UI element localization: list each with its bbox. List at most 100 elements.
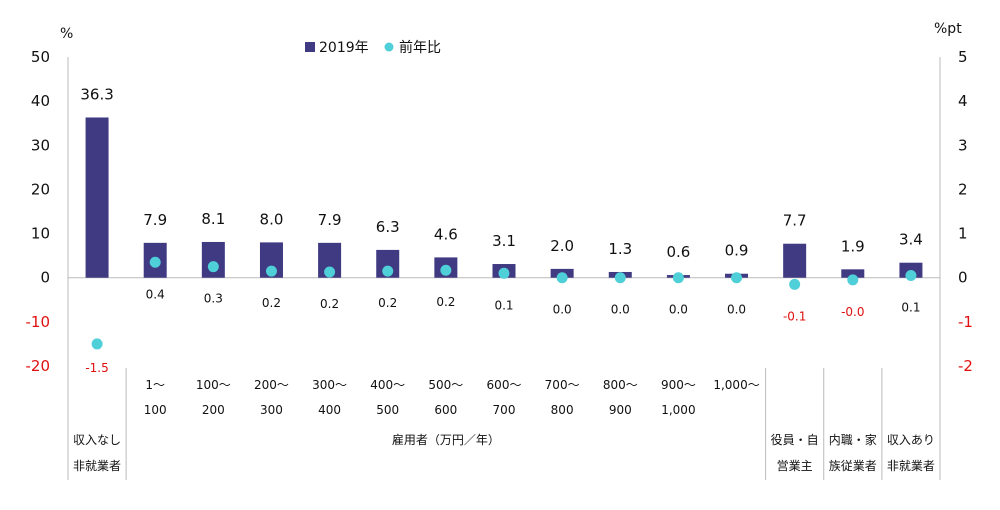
yoy-value-label: 0.0	[669, 303, 688, 317]
left-tick-label: -20	[26, 357, 51, 375]
bar	[259, 242, 283, 278]
left-axis-unit: %	[60, 26, 73, 42]
right-tick-label: 2	[958, 180, 968, 198]
right-tick-label: -1	[958, 313, 973, 331]
yoy-point	[731, 272, 743, 284]
right-tick-label: 0	[958, 269, 968, 287]
category-label-top: 1,000～	[713, 378, 759, 392]
category-label-bottom: 900	[609, 403, 632, 417]
left-tick-label: 50	[31, 48, 50, 66]
left-tick-label: 20	[31, 180, 50, 198]
legend-dot-swatch	[384, 42, 394, 52]
left-tick-label: 10	[31, 225, 50, 243]
right-axis: 5 4 3 2 1 0 -1 -2	[958, 48, 973, 375]
yoy-point	[382, 265, 394, 277]
yoy-point	[324, 266, 336, 278]
yoy-value-label: 0.2	[320, 297, 339, 311]
category-label-top: 900～	[661, 378, 696, 392]
yoy-value-label: 0.4	[146, 287, 165, 301]
bar-value-label: 4.6	[434, 225, 458, 243]
bar-value-label: 7.7	[783, 212, 807, 230]
yoy-value-label: 0.0	[611, 303, 630, 317]
group-label-second-line: 営業主	[777, 459, 813, 473]
yoy-value-label: 0.1	[901, 301, 920, 315]
group-label-second-line: 非就業者	[73, 459, 121, 473]
bar-value-label: 2.0	[550, 237, 574, 255]
legend-bar-label: 2019年	[319, 40, 369, 56]
left-tick-label: 30	[31, 136, 50, 154]
category-label-top: 500～	[428, 378, 463, 392]
yoy-point	[265, 265, 277, 277]
bar	[783, 243, 807, 278]
yoy-value-label: -1.5	[85, 361, 108, 375]
yoy-value-labels: -1.5 0.4 0.3 0.2 0.2 0.2 0.2 0.1 0.0 0.0 0.0 0.0 -0.…	[85, 287, 920, 375]
group-label-second-line: 非就業者	[887, 459, 935, 473]
bar	[201, 241, 225, 278]
bar-value-label: 6.3	[376, 218, 400, 236]
group-label: 役員・自	[771, 432, 819, 447]
right-axis-unit: %pt	[934, 21, 962, 37]
bar-value-label: 1.3	[608, 240, 632, 258]
bar-value-label: 8.0	[260, 210, 284, 228]
category-axis: 1～ 100 100～ 200 200～ 300 300～ 400 400～ 500 500～ 600…	[73, 368, 935, 480]
category-label-bottom: 600	[434, 403, 457, 417]
left-axis: 50 40 30 20 10 0 -10 -20	[26, 48, 51, 375]
yoy-value-label: 0.2	[378, 296, 397, 310]
yoy-point	[556, 272, 568, 284]
bar-value-label: 7.9	[143, 211, 167, 229]
category-label-bottom: 100	[144, 403, 167, 417]
category-label-top: 700～	[545, 378, 580, 392]
group-label: 収入あり	[887, 433, 935, 447]
category-label-top: 100～	[196, 378, 231, 392]
category-label-bottom: 200	[202, 403, 225, 417]
bar	[85, 117, 109, 278]
bar	[376, 249, 400, 278]
yoy-value-label: -0.1	[783, 309, 806, 323]
category-label-bottom: 1,000	[661, 403, 695, 417]
yoy-point	[498, 267, 510, 279]
bar-value-label: 7.9	[318, 211, 342, 229]
left-tick-label: 0	[40, 269, 50, 287]
category-label-top: 300～	[312, 378, 347, 392]
yoy-point	[789, 278, 801, 290]
group-label-second-line: 族従業者	[829, 459, 877, 473]
bar-value-label: 3.1	[492, 232, 516, 250]
right-tick-label: 3	[958, 136, 968, 154]
yoy-value-label: 0.0	[553, 303, 572, 317]
bar-value-label: 0.9	[725, 242, 749, 260]
yoy-point	[149, 256, 161, 268]
bar-value-label: 3.4	[899, 231, 923, 249]
yoy-point	[440, 264, 452, 276]
legend-dot-label: 前年比	[399, 39, 441, 56]
category-label-bottom: 400	[318, 403, 341, 417]
legend-bar-swatch	[305, 42, 315, 52]
yoy-value-label: 0.2	[436, 295, 455, 309]
bar	[318, 242, 342, 278]
category-label-top: 800～	[603, 378, 638, 392]
yoy-value-label: -0.0	[841, 305, 864, 319]
bar-value-label: 36.3	[80, 85, 113, 103]
bar-value-label: 0.6	[666, 243, 690, 261]
yoy-point	[91, 338, 103, 350]
group-label: 収入なし	[73, 433, 121, 447]
category-label-bottom: 300	[260, 403, 283, 417]
yoy-series	[91, 256, 917, 350]
category-label-bottom: 700	[493, 403, 516, 417]
category-label-bottom: 500	[376, 403, 399, 417]
right-tick-label: 5	[958, 48, 968, 66]
category-label-top: 600～	[487, 378, 522, 392]
right-tick-label: 1	[958, 225, 968, 243]
yoy-value-label: 0.0	[727, 303, 746, 317]
group-label: 雇用者（万円／年）	[392, 432, 500, 447]
yoy-value-label: 0.1	[494, 298, 513, 312]
left-tick-label: 40	[31, 92, 50, 110]
yoy-point	[905, 270, 917, 282]
category-label-top: 200～	[254, 378, 289, 392]
bar-value-label: 1.9	[841, 237, 865, 255]
yoy-point	[207, 261, 219, 273]
right-tick-label: -2	[958, 357, 973, 375]
left-tick-label: -10	[26, 313, 51, 331]
bar	[841, 269, 865, 278]
category-label-bottom: 800	[551, 403, 574, 417]
